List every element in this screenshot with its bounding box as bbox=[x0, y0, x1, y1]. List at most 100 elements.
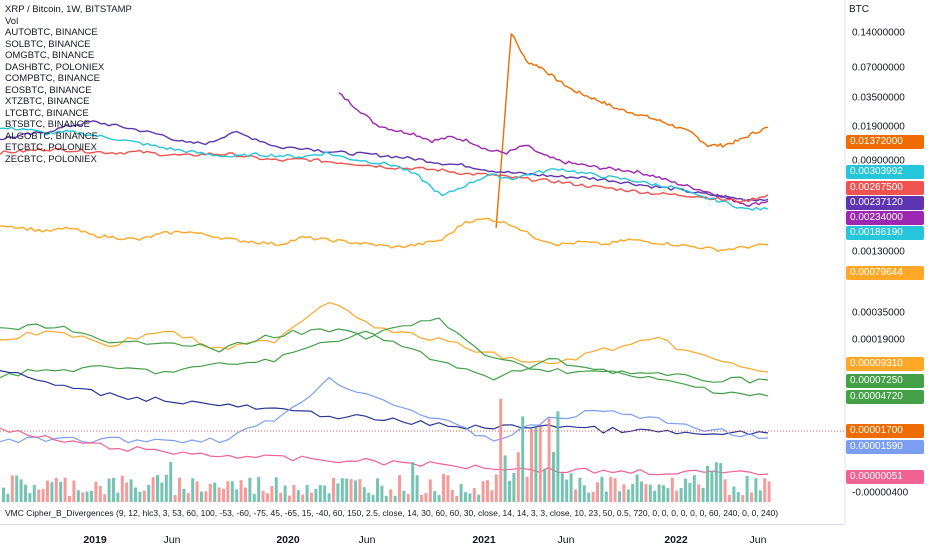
volume-bar bbox=[239, 480, 243, 502]
volume-bar bbox=[230, 481, 234, 502]
last-value-tag: 0.00009310 bbox=[846, 357, 924, 371]
volume-bar bbox=[662, 485, 665, 502]
x-tick-label: 2021 bbox=[472, 534, 496, 546]
last-value-tag: 0.00237120 bbox=[846, 196, 924, 210]
volume-bar bbox=[94, 481, 98, 502]
volume-bar bbox=[741, 495, 745, 502]
volume-bar bbox=[200, 491, 203, 502]
volume-bar bbox=[10, 475, 14, 502]
volume-bar bbox=[525, 476, 529, 502]
volume-bar bbox=[569, 473, 573, 502]
time-axis[interactable]: 2019 Jun 2020 Jun 2021 Jun 2022 Jun bbox=[0, 524, 845, 551]
volume-bar bbox=[85, 491, 89, 502]
y-tick-label: 0.00019000 bbox=[852, 334, 905, 346]
volume-bar bbox=[609, 477, 613, 502]
volume-bar bbox=[398, 475, 401, 502]
volume-bar bbox=[402, 490, 406, 502]
volume-bar bbox=[406, 494, 410, 502]
volume-bar bbox=[6, 493, 10, 502]
series-line bbox=[0, 126, 769, 211]
volume-bar bbox=[543, 469, 547, 502]
volume-bar bbox=[301, 494, 305, 502]
volume-bar bbox=[512, 472, 516, 502]
volume-bar bbox=[112, 477, 115, 502]
volume-bar bbox=[701, 487, 705, 502]
volume-bar bbox=[710, 471, 714, 502]
volume-bar bbox=[279, 492, 283, 502]
series-line bbox=[0, 301, 769, 373]
volume-bar bbox=[283, 485, 287, 502]
volume-bar bbox=[552, 452, 555, 502]
volume-bar bbox=[450, 489, 454, 502]
volume-bar bbox=[754, 478, 758, 502]
volume-bar bbox=[98, 485, 102, 502]
volume-bar bbox=[596, 482, 599, 502]
volume-bar bbox=[37, 489, 41, 502]
volume-bar bbox=[120, 475, 124, 502]
volume-bar bbox=[499, 398, 503, 502]
volume-bar bbox=[424, 493, 428, 502]
volume-bar bbox=[59, 481, 63, 502]
volume-bar bbox=[160, 482, 164, 502]
volume-bar bbox=[565, 479, 569, 502]
volume-bar bbox=[116, 492, 120, 502]
volume-bar bbox=[217, 487, 221, 502]
volume-bar bbox=[371, 494, 375, 502]
volume-bar bbox=[129, 479, 133, 502]
volume-bar bbox=[578, 477, 582, 502]
last-value-tag: 0.00186190 bbox=[846, 226, 924, 240]
volume-bar bbox=[684, 478, 687, 502]
last-value-tag: 0.00303992 bbox=[846, 165, 924, 179]
volume-bar bbox=[719, 463, 723, 502]
volume-bar bbox=[574, 489, 577, 502]
volume-bar bbox=[750, 492, 753, 502]
volume-bar bbox=[222, 488, 225, 502]
volume-bar bbox=[490, 490, 494, 502]
y-tick-label: 0.00035000 bbox=[852, 307, 905, 319]
volume-bar bbox=[675, 490, 679, 502]
volume-bar bbox=[345, 478, 349, 502]
volume-bar bbox=[178, 477, 181, 502]
volume-bar bbox=[336, 483, 340, 502]
volume-bar bbox=[15, 475, 19, 502]
last-value-tag: 0.00267500 bbox=[846, 181, 924, 195]
volume-bar bbox=[653, 490, 657, 502]
volume-bar bbox=[208, 483, 212, 502]
volume-bar bbox=[556, 411, 560, 502]
volume-bar bbox=[503, 455, 507, 502]
volume-bar bbox=[736, 492, 740, 502]
volume-bar bbox=[349, 479, 353, 502]
y-tick-label: 0.00900000 bbox=[852, 155, 905, 167]
volume-bar bbox=[318, 485, 322, 502]
x-tick-label: 2019 bbox=[83, 534, 107, 546]
volume-bar bbox=[314, 488, 318, 502]
volume-bar bbox=[28, 493, 32, 502]
x-tick-label: Jun bbox=[163, 534, 181, 546]
series-line bbox=[338, 92, 769, 207]
volume-bar bbox=[327, 493, 331, 502]
price-lines bbox=[0, 32, 769, 476]
volume-bar bbox=[393, 495, 397, 502]
volume-bar bbox=[758, 490, 762, 502]
volume-bar bbox=[107, 478, 111, 502]
y-tick-label: 0.00130000 bbox=[852, 246, 905, 258]
volume-bar bbox=[411, 462, 415, 502]
x-tick-label: Jun bbox=[358, 534, 376, 546]
volume-bar bbox=[332, 478, 335, 502]
volume-bar bbox=[666, 488, 670, 502]
y-tick-label: -0.00000400 bbox=[852, 487, 909, 499]
volume-bar bbox=[213, 482, 217, 502]
volume-bar bbox=[76, 490, 80, 502]
series-line bbox=[0, 217, 769, 252]
y-tick-label: 0.01900000 bbox=[852, 121, 905, 133]
volume-bar bbox=[437, 495, 441, 502]
volume-bar bbox=[389, 489, 393, 502]
series-line bbox=[0, 376, 769, 444]
volume-bar bbox=[582, 485, 586, 502]
volume-bar bbox=[358, 479, 362, 502]
volume-bar bbox=[591, 491, 595, 502]
volume-bar bbox=[613, 478, 617, 502]
volume-bar bbox=[191, 478, 195, 502]
volume-bar bbox=[54, 477, 58, 502]
